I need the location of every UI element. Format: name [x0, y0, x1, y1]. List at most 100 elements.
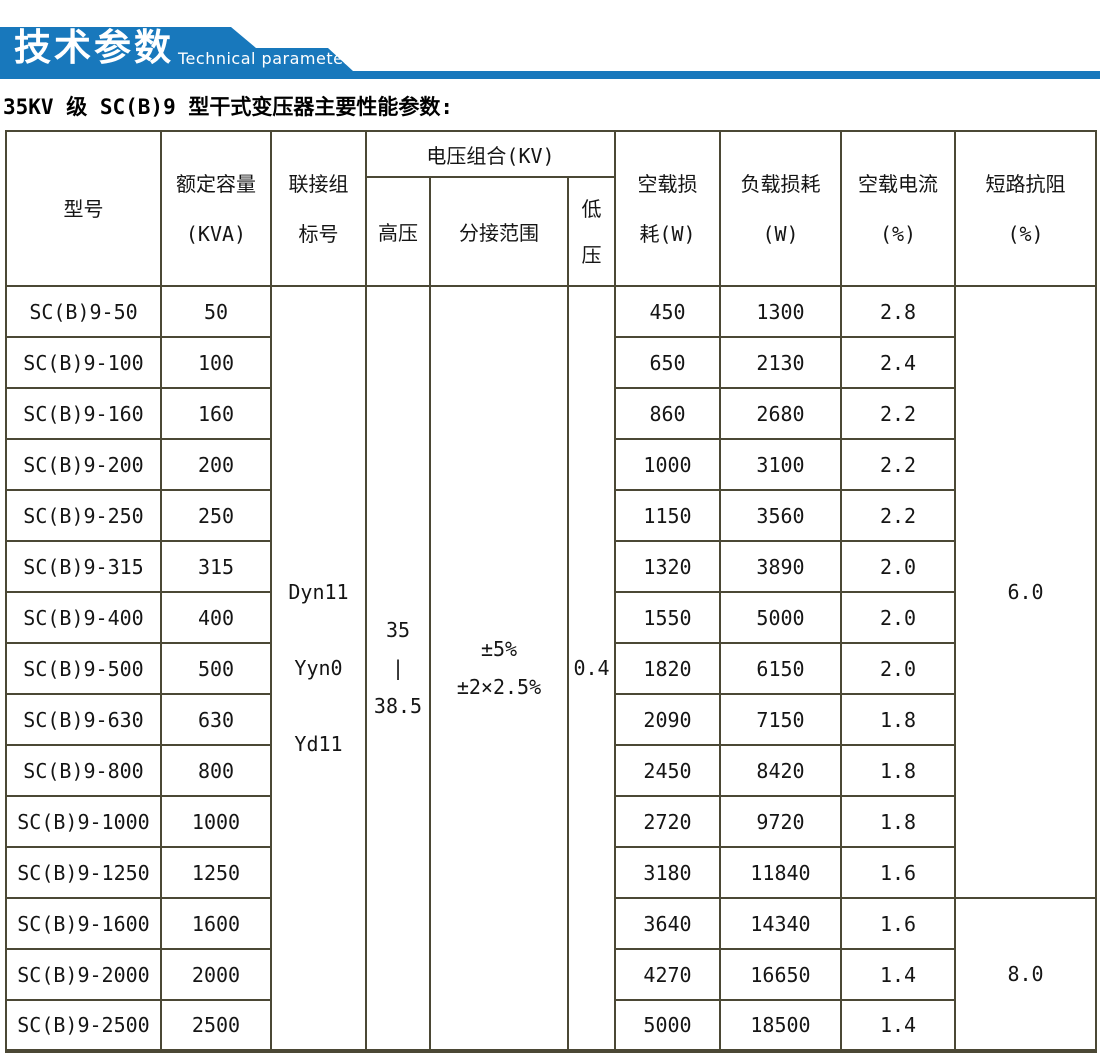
- no-load-current-cell: 2.2: [840, 489, 956, 542]
- table-row: SC(B)9-2500 2500 5000 18500 1.4: [5, 999, 1096, 1052]
- impedance-cell-bottom: 8.0: [954, 897, 1097, 1052]
- kva-cell: 800: [160, 744, 272, 797]
- col-header-no-load-loss: 空载损 耗(W): [614, 130, 721, 287]
- no-load-current-cell: 2.0: [840, 591, 956, 644]
- kva-cell: 1600: [160, 897, 272, 950]
- table-row: SC(B)9-200 200 1000 3100 2.2: [5, 438, 1096, 491]
- table-row: SC(B)9-50 50 Dyn11 Yyn0 Yd11 35 | 38.5 ±…: [5, 285, 1097, 1052]
- kva-cell: 315: [160, 540, 272, 593]
- lv-cell: 0.4: [567, 285, 616, 1052]
- load-loss-cell: 6150: [719, 642, 842, 695]
- kva-cell: 200: [160, 438, 272, 491]
- no-load-current-cell: 1.8: [840, 744, 956, 797]
- hv-cell: 35 | 38.5: [365, 285, 431, 1052]
- banner-ribbon-shape: [0, 27, 1100, 79]
- load-loss-cell: 3100: [719, 438, 842, 491]
- no-load-current-cell: 2.2: [840, 438, 956, 491]
- col-header-load-loss: 负载损耗 (W): [719, 130, 842, 287]
- no-load-loss-cell: 2720: [614, 795, 721, 848]
- no-load-current-cell: 1.8: [840, 693, 956, 746]
- table-row: SC(B)9-160 160 860 2680 2.2: [5, 387, 1096, 440]
- model-cell: SC(B)9-630: [5, 693, 162, 746]
- tapping-range-cell: ±5% ±2×2.5%: [429, 285, 569, 1052]
- kva-cell: 2000: [160, 948, 272, 1001]
- model-cell: SC(B)9-250: [5, 489, 162, 542]
- table-row: SC(B)9-250 250 1150 3560 2.2: [5, 489, 1096, 542]
- load-loss-cell: 18500: [719, 999, 842, 1052]
- load-loss-cell: 3890: [719, 540, 842, 593]
- no-load-current-cell: 1.8: [840, 795, 956, 848]
- table-row: SC(B)9-1250 1250 3180 11840 1.6: [5, 846, 1096, 899]
- no-load-current-cell: 1.6: [840, 846, 956, 899]
- col-header-tapping-range: 分接范围: [429, 176, 569, 287]
- no-load-current-cell: 1.6: [840, 897, 956, 950]
- kva-cell: 1000: [160, 795, 272, 848]
- no-load-current-cell: 2.8: [840, 285, 956, 338]
- no-load-current-cell: 2.4: [840, 336, 956, 389]
- no-load-loss-cell: 3640: [614, 897, 721, 950]
- load-loss-cell: 8420: [719, 744, 842, 797]
- col-header-impedance: 短路抗阻 (%): [954, 130, 1097, 287]
- kva-cell: 2500: [160, 999, 272, 1052]
- table-row: SC(B)9-2000 2000 4270 16650 1.4: [5, 948, 1096, 1001]
- load-loss-cell: 5000: [719, 591, 842, 644]
- banner-title-cn: 技术参数: [14, 26, 174, 69]
- no-load-loss-cell: 450: [614, 285, 721, 338]
- model-cell: SC(B)9-1600: [5, 897, 162, 950]
- model-cell: SC(B)9-200: [5, 438, 162, 491]
- table-row: SC(B)9-100 100 650 2130 2.4: [5, 336, 1096, 389]
- table-caption: 35KV 级 SC(B)9 型干式变压器主要性能参数:: [3, 95, 454, 119]
- table-row: SC(B)9-315 315 1320 3890 2.0: [5, 540, 1096, 593]
- banner-ribbon-polygon: [0, 27, 1100, 79]
- load-loss-cell: 16650: [719, 948, 842, 1001]
- no-load-current-cell: 2.0: [840, 540, 956, 593]
- model-cell: SC(B)9-2000: [5, 948, 162, 1001]
- no-load-loss-cell: 5000: [614, 999, 721, 1052]
- no-load-loss-cell: 860: [614, 387, 721, 440]
- no-load-current-cell: 2.2: [840, 387, 956, 440]
- load-loss-cell: 1300: [719, 285, 842, 338]
- table-row: SC(B)9-1600 1600 3640 14340 1.6 8.0: [5, 897, 1097, 1052]
- no-load-loss-cell: 650: [614, 336, 721, 389]
- no-load-loss-cell: 2450: [614, 744, 721, 797]
- load-loss-cell: 2130: [719, 336, 842, 389]
- col-header-capacity: 额定容量 (KVA): [160, 130, 272, 287]
- no-load-loss-cell: 3180: [614, 846, 721, 899]
- model-cell: SC(B)9-500: [5, 642, 162, 695]
- no-load-loss-cell: 1320: [614, 540, 721, 593]
- col-header-no-load-current: 空载电流 (%): [840, 130, 956, 287]
- col-header-model: 型号: [5, 130, 162, 287]
- no-load-loss-cell: 1550: [614, 591, 721, 644]
- kva-cell: 630: [160, 693, 272, 746]
- load-loss-cell: 2680: [719, 387, 842, 440]
- model-cell: SC(B)9-1000: [5, 795, 162, 848]
- impedance-cell-top: 6.0: [954, 285, 1097, 899]
- model-cell: SC(B)9-50: [5, 285, 162, 338]
- header-row-2: 高压 分接范围 低 压: [6, 176, 1096, 287]
- model-cell: SC(B)9-100: [5, 336, 162, 389]
- model-cell: SC(B)9-400: [5, 591, 162, 644]
- table-row: SC(B)9-800 800 2450 8420 1.8: [5, 744, 1096, 797]
- table-row: SC(B)9-630 630 2090 7150 1.8: [5, 693, 1096, 746]
- kva-cell: 400: [160, 591, 272, 644]
- load-loss-cell: 11840: [719, 846, 842, 899]
- no-load-loss-cell: 2090: [614, 693, 721, 746]
- kva-cell: 50: [160, 285, 272, 338]
- no-load-loss-cell: 1820: [614, 642, 721, 695]
- col-header-vector-group: 联接组 标号: [270, 130, 367, 287]
- no-load-current-cell: 1.4: [840, 999, 956, 1052]
- col-header-hv: 高压: [365, 176, 431, 287]
- table-row: SC(B)9-1000 1000 2720 9720 1.8: [5, 795, 1096, 848]
- kva-cell: 100: [160, 336, 272, 389]
- table-row: SC(B)9-500 500 1820 6150 2.0: [5, 642, 1096, 695]
- col-header-lv: 低 压: [567, 176, 616, 287]
- kva-cell: 1250: [160, 846, 272, 899]
- header-row-1: 型号 额定容量 (KVA) 联接组 标号 电压组合(KV) 空载损 耗(W) 负…: [5, 130, 1097, 287]
- model-cell: SC(B)9-2500: [5, 999, 162, 1052]
- no-load-loss-cell: 1150: [614, 489, 721, 542]
- banner: 技术参数 Technical parameter: [0, 0, 1100, 82]
- model-cell: SC(B)9-1250: [5, 846, 162, 899]
- kva-cell: 160: [160, 387, 272, 440]
- load-loss-cell: 14340: [719, 897, 842, 950]
- no-load-current-cell: 2.0: [840, 642, 956, 695]
